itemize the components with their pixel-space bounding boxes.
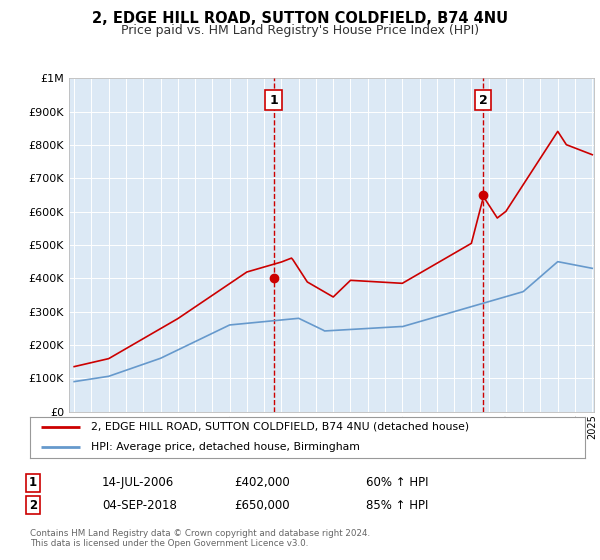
Text: 85% ↑ HPI: 85% ↑ HPI: [366, 498, 428, 512]
Text: Contains HM Land Registry data © Crown copyright and database right 2024.: Contains HM Land Registry data © Crown c…: [30, 529, 370, 538]
Text: 2: 2: [29, 498, 37, 512]
Text: This data is licensed under the Open Government Licence v3.0.: This data is licensed under the Open Gov…: [30, 539, 308, 548]
Text: 2, EDGE HILL ROAD, SUTTON COLDFIELD, B74 4NU: 2, EDGE HILL ROAD, SUTTON COLDFIELD, B74…: [92, 11, 508, 26]
Text: 2, EDGE HILL ROAD, SUTTON COLDFIELD, B74 4NU (detached house): 2, EDGE HILL ROAD, SUTTON COLDFIELD, B74…: [91, 422, 469, 432]
Text: £650,000: £650,000: [234, 498, 290, 512]
Text: 1: 1: [29, 476, 37, 489]
Text: 1: 1: [269, 94, 278, 106]
Text: 04-SEP-2018: 04-SEP-2018: [102, 498, 177, 512]
Text: 2: 2: [479, 94, 487, 106]
Text: £402,000: £402,000: [234, 476, 290, 489]
Text: HPI: Average price, detached house, Birmingham: HPI: Average price, detached house, Birm…: [91, 442, 360, 452]
Text: Price paid vs. HM Land Registry's House Price Index (HPI): Price paid vs. HM Land Registry's House …: [121, 24, 479, 36]
Text: 14-JUL-2006: 14-JUL-2006: [102, 476, 174, 489]
Text: 60% ↑ HPI: 60% ↑ HPI: [366, 476, 428, 489]
